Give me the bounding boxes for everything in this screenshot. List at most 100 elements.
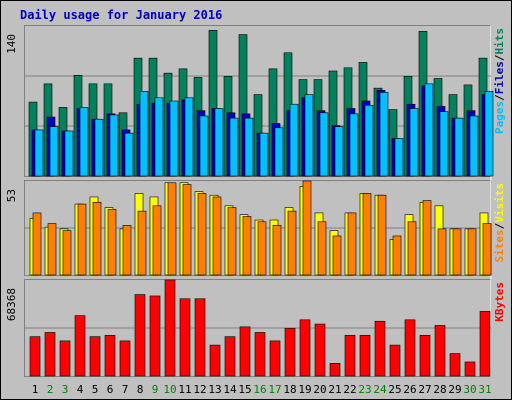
bar-sites-day-30 <box>467 228 477 276</box>
bar-kbytes-day-24 <box>374 320 386 377</box>
bar-kbytes-day-2 <box>44 332 56 377</box>
bar-kbytes-day-21 <box>329 363 341 377</box>
bar-sites-day-20 <box>317 221 327 276</box>
bar-pages-day-20 <box>319 112 329 177</box>
x-tick-label-17: 17 <box>268 383 281 396</box>
bar-sites-day-25 <box>392 235 402 276</box>
x-tick-label-25: 25 <box>388 383 401 396</box>
bar-sites-day-8 <box>137 210 147 276</box>
x-tick-label-30: 30 <box>463 383 476 396</box>
legend-label-part: Pages <box>493 101 506 134</box>
x-tick-label-15: 15 <box>238 383 251 396</box>
bar-sites-day-10 <box>167 182 177 276</box>
bar-kbytes-day-10 <box>164 279 176 377</box>
bar-sites-day-29 <box>452 228 462 276</box>
x-tick-label-2: 2 <box>47 383 54 396</box>
x-tick-label-29: 29 <box>448 383 461 396</box>
legend-label-part: Files <box>493 61 506 94</box>
bar-pages-day-29 <box>454 117 464 177</box>
bar-sites-day-15 <box>242 216 252 276</box>
bar-sites-day-4 <box>77 203 87 276</box>
bar-sites-day-18 <box>287 210 297 276</box>
x-tick-label-14: 14 <box>223 383 237 396</box>
x-tick-label-10: 10 <box>163 383 176 396</box>
x-tick-label-3: 3 <box>62 383 69 396</box>
bar-kbytes-day-23 <box>359 334 371 377</box>
bar-sites-day-9 <box>152 205 162 276</box>
y-max-label: 140 <box>5 34 18 54</box>
x-tick-label-11: 11 <box>178 383 191 396</box>
x-tick-label-22: 22 <box>343 383 356 396</box>
bar-kbytes-day-9 <box>149 295 161 377</box>
bar-pages-day-19 <box>304 94 314 177</box>
x-tick-label-23: 23 <box>358 383 371 396</box>
bar-kbytes-day-25 <box>389 344 401 377</box>
bar-sites-day-31 <box>482 223 492 276</box>
x-tick-label-12: 12 <box>193 383 206 396</box>
bar-pages-day-17 <box>274 127 284 177</box>
bar-pages-day-4 <box>79 107 89 177</box>
y-max-label: 53 <box>5 189 18 202</box>
bar-pages-day-21 <box>334 126 344 177</box>
bar-pages-day-26 <box>409 108 419 177</box>
legend-label-part: Visits <box>493 183 506 223</box>
bar-pages-day-16 <box>259 132 269 177</box>
x-tick-label-28: 28 <box>433 383 446 396</box>
x-tick-label-13: 13 <box>208 383 221 396</box>
x-tick-label-19: 19 <box>298 383 311 396</box>
bar-kbytes-day-27 <box>419 334 431 377</box>
bar-kbytes-day-8 <box>134 294 146 377</box>
bar-sites-day-16 <box>257 221 267 276</box>
bar-kbytes-day-3 <box>59 340 71 377</box>
chart-title: Daily usage for January 2016 <box>20 8 222 22</box>
bar-sites-day-21 <box>332 235 342 276</box>
bar-pages-day-30 <box>469 115 479 177</box>
x-tick-label-5: 5 <box>92 383 99 396</box>
legend-label: Sites/Visits <box>493 183 506 263</box>
bar-kbytes-day-26 <box>404 319 416 377</box>
bar-kbytes-day-16 <box>254 332 266 377</box>
x-tick-label-24: 24 <box>373 383 387 396</box>
bar-kbytes-day-14 <box>224 336 236 377</box>
bar-sites-day-2 <box>47 223 57 276</box>
bar-sites-day-23 <box>362 193 372 276</box>
bar-kbytes-day-7 <box>119 340 131 377</box>
bar-kbytes-day-12 <box>194 298 206 377</box>
bar-kbytes-day-11 <box>179 298 191 377</box>
bar-sites-day-13 <box>212 196 222 276</box>
bar-pages-day-3 <box>64 130 74 177</box>
bar-kbytes-day-13 <box>209 344 221 377</box>
bar-pages-day-1 <box>34 129 44 177</box>
bar-kbytes-day-18 <box>284 327 296 377</box>
bar-pages-day-12 <box>199 115 209 177</box>
x-tick-label-21: 21 <box>328 383 341 396</box>
bar-pages-day-10 <box>169 100 179 177</box>
bar-pages-day-31 <box>484 91 494 177</box>
bar-sites-day-22 <box>347 212 357 276</box>
bar-kbytes-day-17 <box>269 340 281 377</box>
x-tick-label-6: 6 <box>107 383 114 396</box>
bar-sites-day-19 <box>302 180 312 276</box>
bar-pages-day-14 <box>229 117 239 177</box>
bar-sites-day-17 <box>272 225 282 276</box>
bar-pages-day-27 <box>424 83 434 177</box>
bar-sites-day-24 <box>377 194 387 276</box>
bar-sites-day-12 <box>197 193 207 276</box>
bar-kbytes-day-28 <box>434 325 446 377</box>
x-tick-label-20: 20 <box>313 383 326 396</box>
bar-kbytes-day-29 <box>449 353 461 377</box>
x-tick-label-18: 18 <box>283 383 296 396</box>
bar-sites-day-14 <box>227 207 237 276</box>
bar-sites-day-5 <box>92 201 102 276</box>
bar-pages-day-8 <box>139 91 149 177</box>
legend-label-part: / <box>493 54 506 61</box>
bar-pages-day-13 <box>214 108 224 177</box>
bar-pages-day-22 <box>349 113 359 177</box>
bar-kbytes-day-15 <box>239 326 251 377</box>
x-tick-label-27: 27 <box>418 383 431 396</box>
bar-pages-day-28 <box>439 111 449 177</box>
legend-label: Pages/Files/Hits <box>493 28 506 134</box>
bar-sites-day-26 <box>407 221 417 276</box>
